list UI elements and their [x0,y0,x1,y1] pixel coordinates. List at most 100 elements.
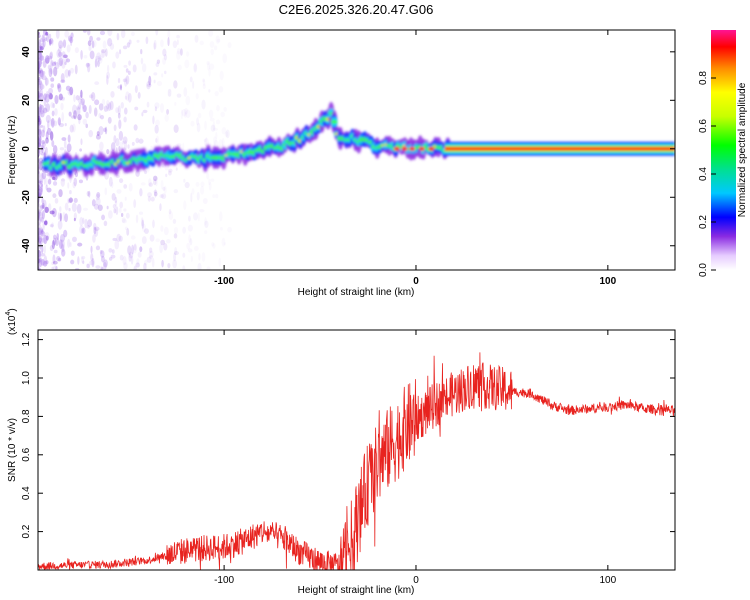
noise-speck [160,179,164,190]
noise-speck [167,88,172,93]
noise-speck [48,93,53,100]
noise-speck [50,102,54,109]
noise-speck [155,62,160,68]
noise-speck [110,254,116,259]
snr-panel: -100 0 100 0.2 0.4 0.6 0.8 1.0 1.2 Height of str… [5,308,676,596]
noise-speck [45,76,48,87]
noise-speck [57,117,61,126]
snr-ticks: -100 0 100 0.2 0.4 0.6 0.8 1.0 1.2 [21,330,675,586]
noise-speck [140,57,144,65]
noise-speck [97,55,103,64]
noise-speck [168,211,174,220]
noise-speck [79,148,82,152]
noise-speck [142,109,148,114]
noise-speck [209,41,215,48]
noise-speck [38,205,44,211]
noise-speck [115,107,119,114]
noise-speck [162,48,167,57]
noise-speck [38,106,42,112]
noise-speck [82,104,87,113]
noise-speck [166,108,170,115]
noise-speck [204,220,209,228]
noise-speck [182,226,187,234]
noise-speck [99,249,103,255]
noise-speck [40,182,43,193]
noise-speck [140,49,143,55]
noise-speck [182,142,185,151]
noise-speck [161,73,164,78]
noise-speck [131,244,135,255]
noise-speck [180,48,183,56]
noise-speck [130,235,136,240]
noise-speck [41,34,45,43]
noise-speck [101,49,105,58]
noise-speck [39,84,45,90]
noise-speck [94,228,99,237]
noise-speck [39,227,43,233]
noise-speck [163,226,169,236]
noise-speck [122,255,127,266]
noise-speck [38,92,42,97]
noise-speck [95,193,100,201]
noise-speck [49,52,53,61]
noise-speck [40,42,45,50]
noise-speck [50,77,55,82]
noise-speck [52,102,56,109]
colorbar-tick-label: 0.2 [698,215,709,229]
noise-speck [141,112,144,117]
noise-speck [120,212,124,218]
noise-speck [213,45,218,51]
noise-speck [38,209,41,217]
noise-speck [59,212,62,222]
noise-speck [67,238,71,248]
noise-speck [67,198,70,204]
noise-speck [151,257,155,268]
noise-speck [38,41,41,51]
noise-speck [119,141,123,150]
noise-speck [103,105,108,112]
noise-speck [68,197,73,203]
noise-speck [48,87,53,95]
noise-speck [45,31,49,36]
noise-speck [64,61,67,66]
noise-speck [86,191,90,197]
noise-speck [70,36,73,47]
noise-speck [136,258,140,265]
noise-speck [116,189,122,194]
noise-speck [124,196,127,201]
noise-speck [135,262,140,268]
noise-speck [89,94,94,99]
noise-speck [42,60,47,69]
noise-speck [69,124,74,133]
noise-speck [38,212,44,222]
noise-speck [48,33,52,39]
noise-speck [208,30,214,37]
noise-speck [82,260,85,265]
noise-speck [38,103,42,113]
noise-speck [155,30,159,36]
noise-speck [38,257,43,268]
noise-speck [122,136,128,144]
noise-speck [103,220,108,227]
noise-speck [38,221,41,230]
noise-speck [175,167,178,171]
noise-speck [43,93,47,101]
noise-speck [214,91,219,97]
noise-speck [47,178,52,185]
noise-speck [89,35,93,42]
noise-speck [44,77,49,86]
noise-speck [38,34,41,38]
noise-speck [221,137,225,147]
noise-speck [67,182,70,189]
noise-speck [196,117,199,126]
noise-speck [47,64,51,73]
noise-speck [195,181,200,187]
noise-speck [190,255,193,263]
noise-speck [128,182,133,192]
noise-speck [227,226,232,233]
noise-speck [115,51,120,59]
noise-speck [205,136,208,147]
noise-speck [87,40,92,47]
noise-speck [182,265,186,270]
noise-speck [44,220,48,226]
